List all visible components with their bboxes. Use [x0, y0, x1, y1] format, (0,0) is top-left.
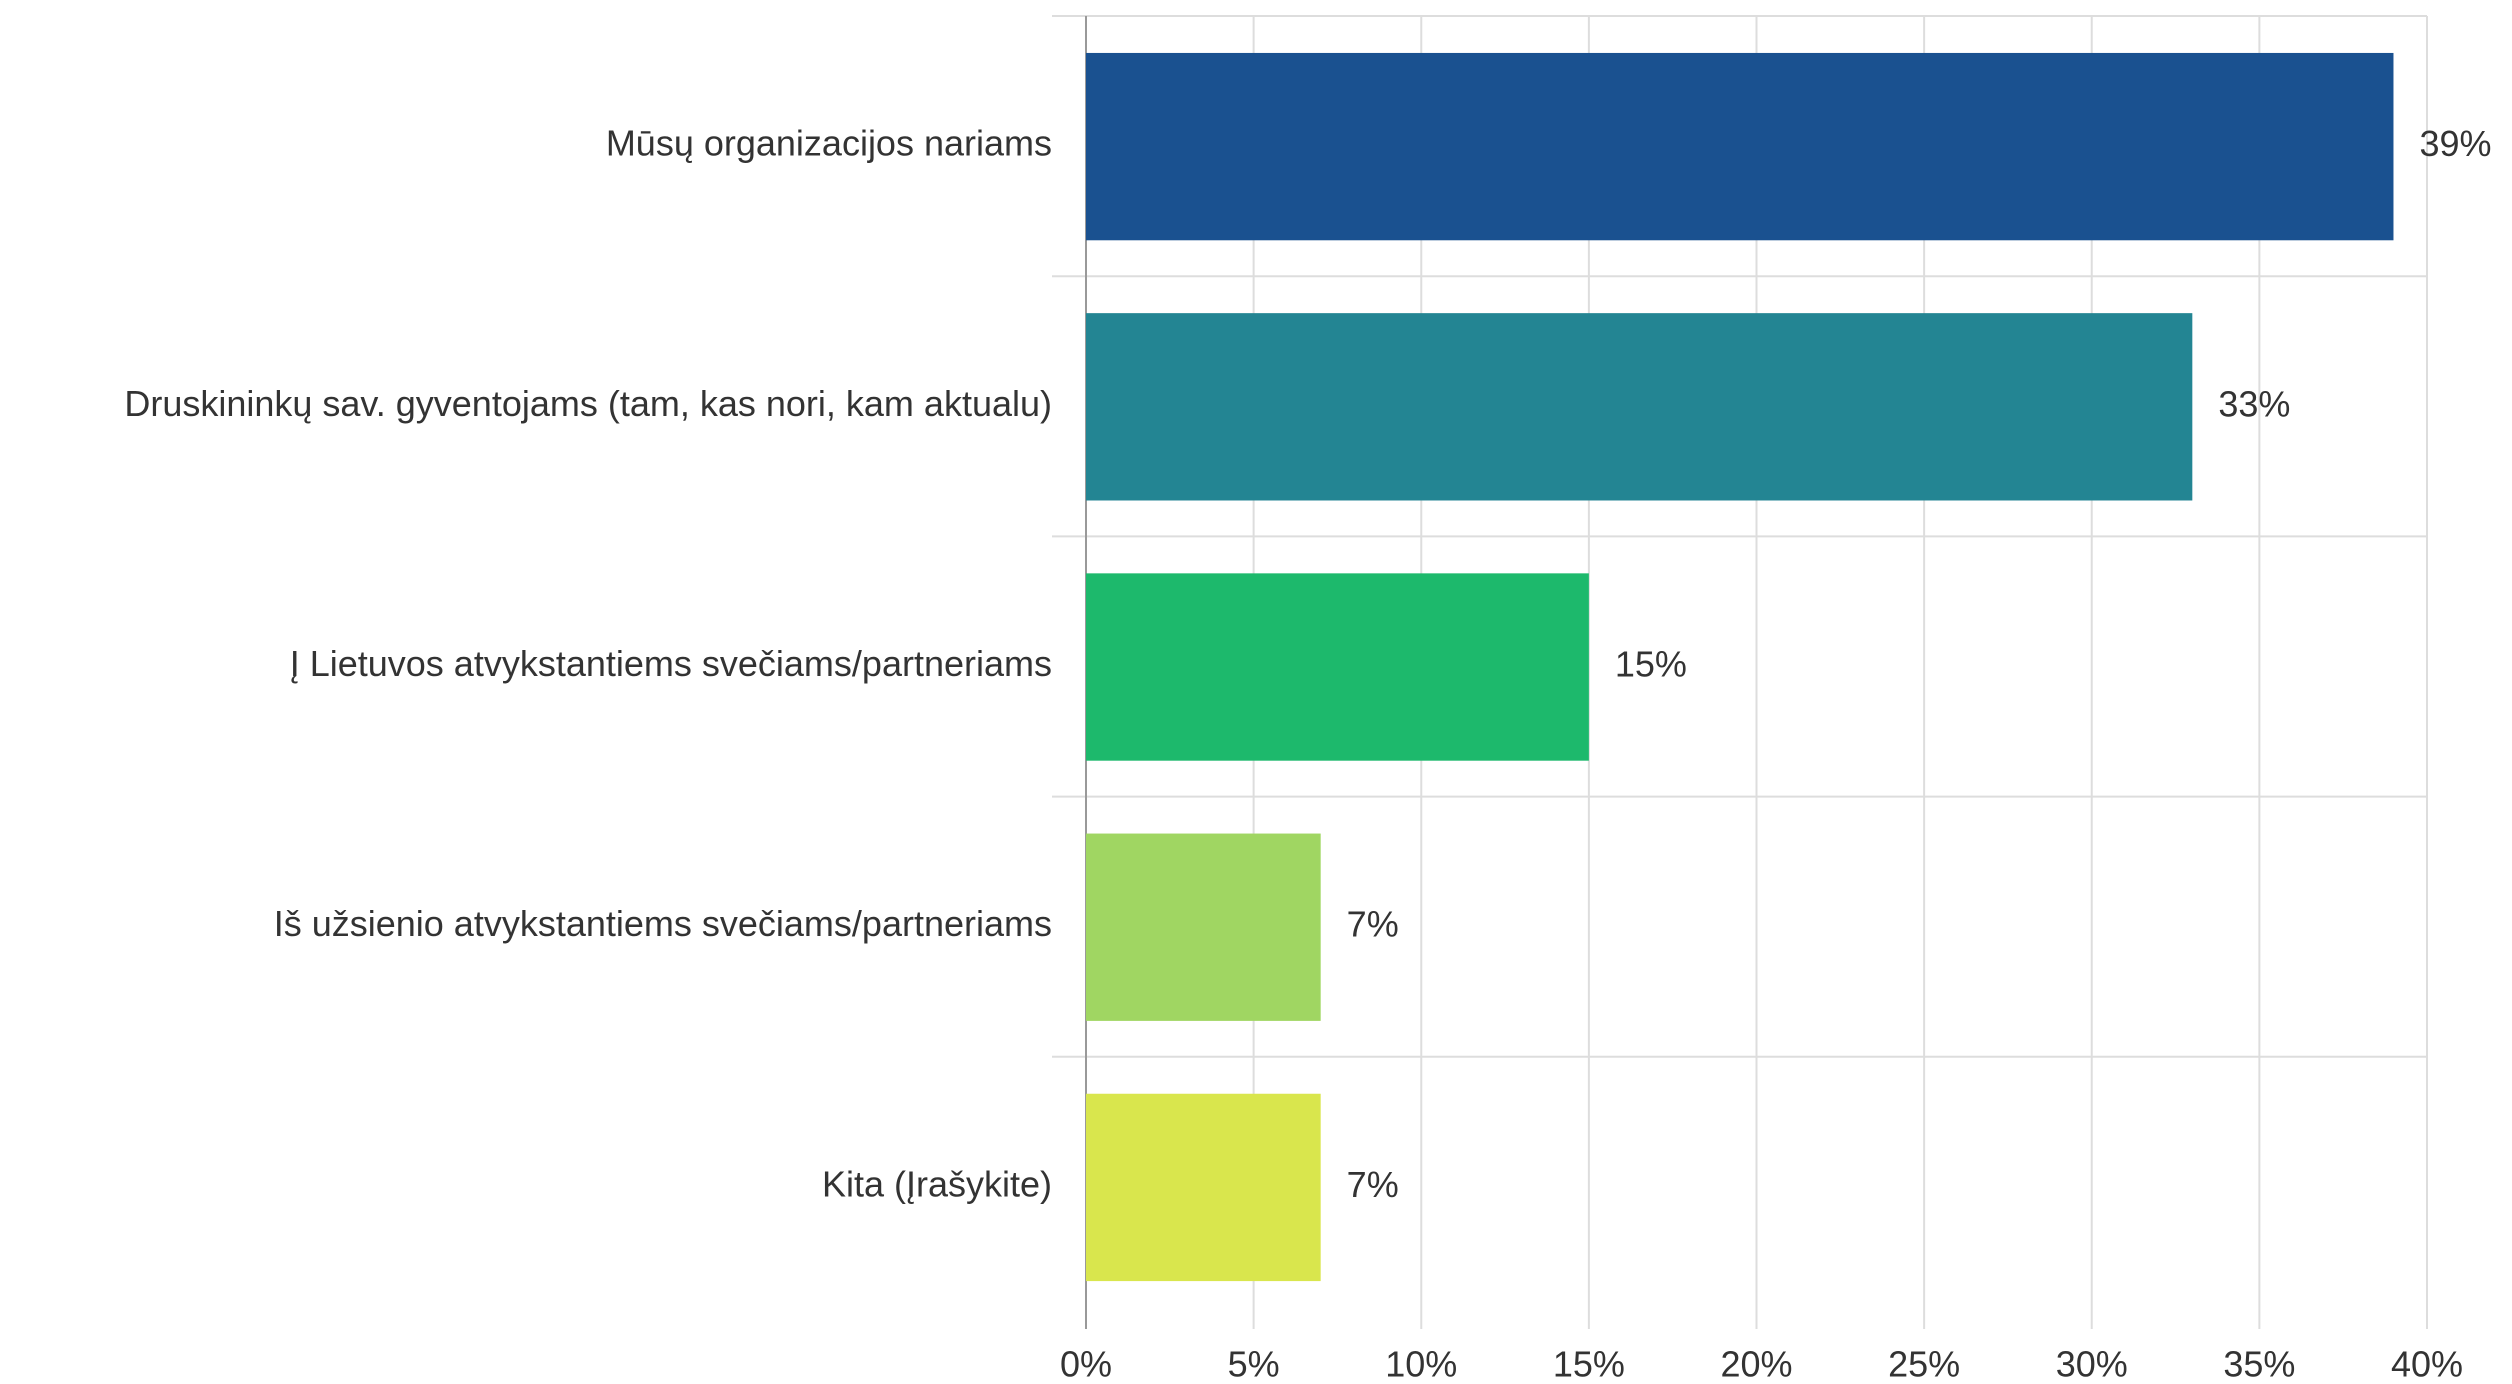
bar	[1086, 833, 1321, 1021]
value-label: 7%	[1347, 904, 1399, 945]
category-label: Druskininkų sav. gyventojams (tam, kas n…	[124, 383, 1052, 424]
bar	[1086, 1093, 1321, 1282]
category-label: Iš užsienio atvykstantiems svečiams/part…	[274, 903, 1052, 944]
x-tick-label: 35%	[2223, 1344, 2295, 1384]
x-tick-label: 20%	[1720, 1344, 1792, 1384]
category-label: Į Lietuvos atvykstantiems svečiams/partn…	[290, 643, 1052, 684]
x-tick-label: 15%	[1553, 1344, 1625, 1384]
bar	[1086, 573, 1589, 761]
category-label: Kita (Įrašykite)	[822, 1163, 1052, 1204]
value-label: 7%	[1347, 1164, 1399, 1205]
value-label: 15%	[1615, 644, 1687, 685]
x-tick-label: 25%	[1888, 1344, 1960, 1384]
x-tick-label: 10%	[1385, 1344, 1457, 1384]
x-tick-label: 30%	[2056, 1344, 2128, 1384]
value-label: 39%	[2419, 123, 2491, 164]
x-tick-label: 5%	[1228, 1344, 1280, 1384]
value-label: 33%	[2218, 383, 2290, 424]
x-tick-label: 40%	[2391, 1344, 2463, 1384]
x-tick-label: 0%	[1060, 1344, 1112, 1384]
category-label: Mūsų organizacijos nariams	[606, 123, 1052, 164]
bar	[1086, 52, 2394, 241]
bar	[1086, 313, 2193, 501]
